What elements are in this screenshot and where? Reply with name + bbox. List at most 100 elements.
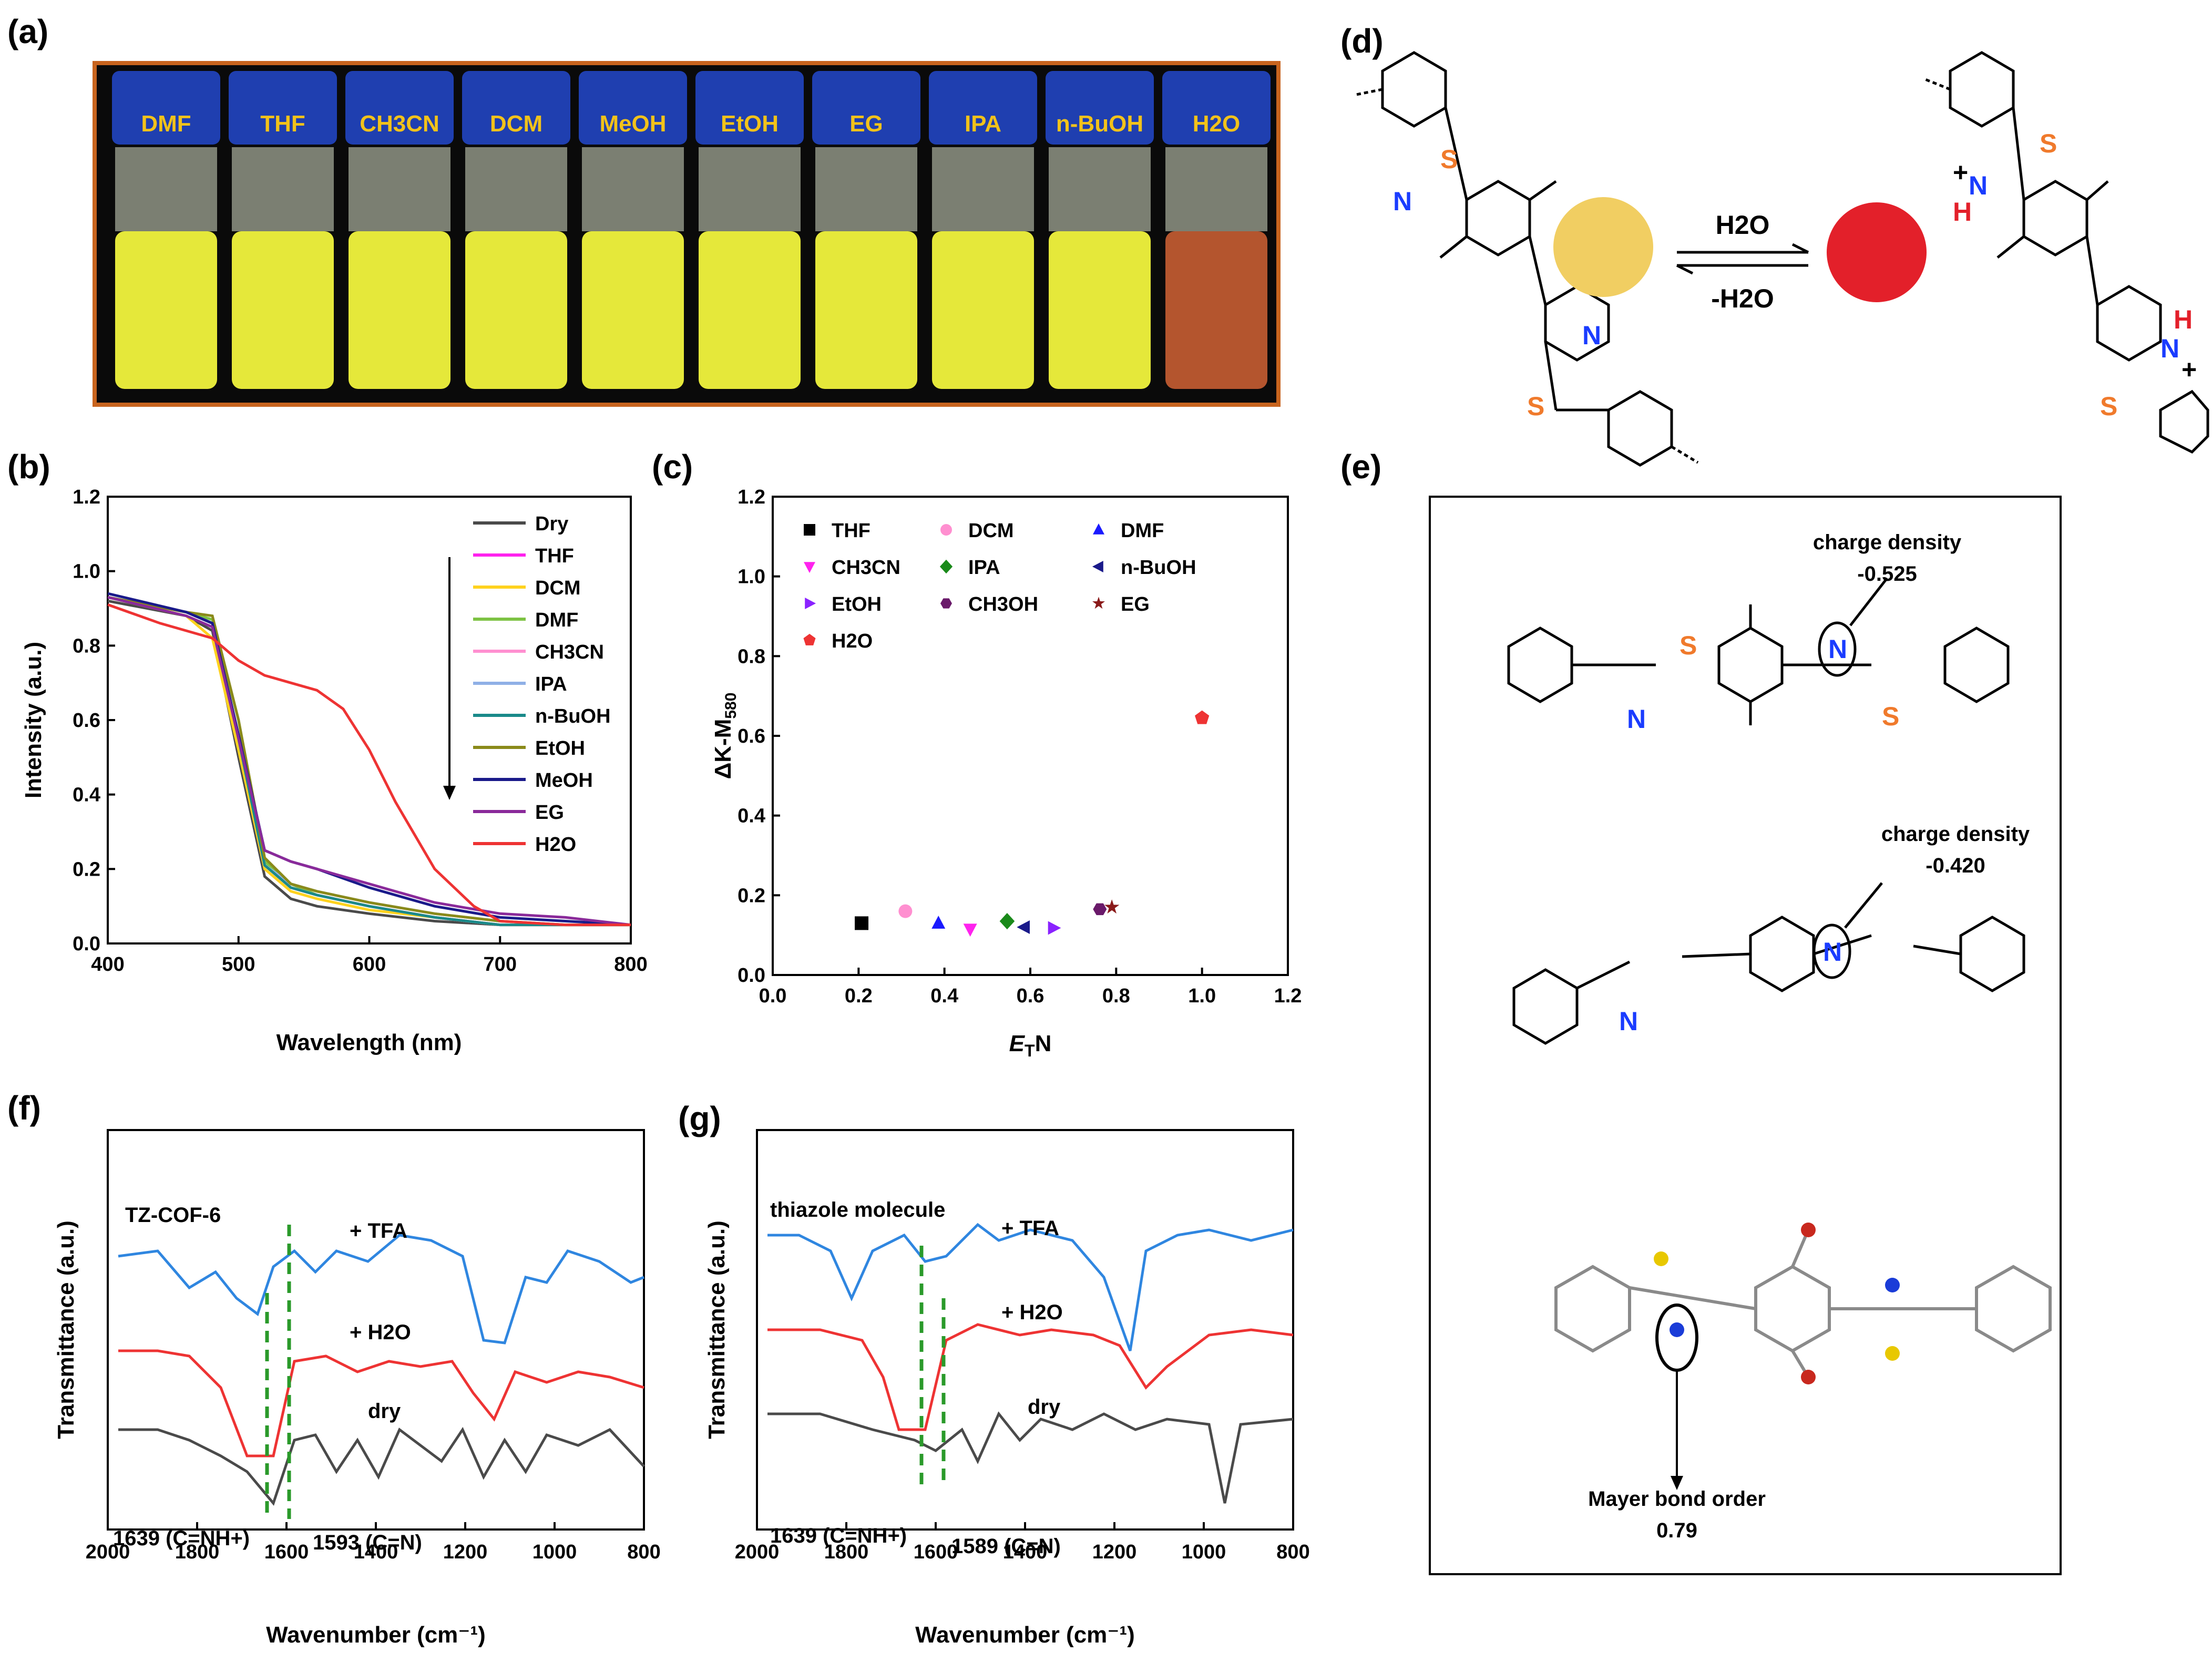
b-legend-label: DCM — [535, 577, 581, 599]
ir-xtick-label: 800 — [627, 1541, 660, 1563]
c-xtick-label: 0.2 — [845, 985, 873, 1007]
oxygen-atom-2 — [1801, 1370, 1816, 1384]
vial-liquid — [815, 231, 917, 389]
f-dry-line — [118, 1426, 645, 1506]
b-legend-label: Dry — [535, 513, 568, 535]
vial-label: n-BuOH — [1056, 111, 1143, 137]
c-legend-label: DMF — [1121, 520, 1164, 542]
b-legend-label: H2O — [535, 834, 576, 856]
vial-liquid — [932, 231, 1034, 389]
ir-series-label-+ TFA: + TFA — [350, 1219, 407, 1243]
c-legend-marker — [804, 562, 815, 573]
chart-b: 400 500 600 700 800 0.0 0.2 0.4 0.6 0.8 1.0 1.2 Dry… — [21, 486, 648, 1055]
b-legend-label: CH3CN — [535, 641, 604, 663]
c-point-CH3CN — [963, 923, 977, 937]
c-legend-label: H2O — [832, 630, 873, 652]
b-ytick-label: 0.6 — [73, 710, 100, 732]
c-legend-marker — [805, 598, 816, 609]
vial-cap — [112, 71, 220, 145]
c-ylabel: ΔK-M580 — [710, 693, 740, 779]
c-point-DCM — [898, 904, 913, 918]
c-ytick-label: 0.8 — [738, 645, 765, 668]
b-xlabel: Wavelength (nm) — [276, 1030, 462, 1055]
vial-liquid — [232, 231, 334, 389]
vial-cap — [695, 71, 804, 145]
ir-inset-label: thiazole molecule — [770, 1198, 945, 1221]
ir-xtick-label: 2000 — [86, 1541, 130, 1563]
e-atom-s2: S — [1882, 702, 1899, 731]
panel-e-label: (e) — [1340, 448, 1381, 486]
c-xtick-label: 0.4 — [930, 985, 958, 1007]
vial-liquid — [465, 231, 567, 389]
vial-liquid — [115, 231, 217, 389]
vial-headspace — [349, 147, 450, 231]
c-legend-marker — [1092, 597, 1105, 609]
cd2-value: -0.420 — [1926, 854, 1985, 877]
vial-cap — [462, 71, 570, 145]
c-legend-marker — [803, 633, 816, 645]
c-point-DMF — [931, 916, 946, 929]
ir-series-label-+ H2O: + H2O — [1001, 1301, 1063, 1324]
ir-xtick-label: 1000 — [1182, 1541, 1226, 1563]
panel-e-box: S N N S N N charge density -0.525 charge… — [1429, 496, 2062, 1575]
ir-xtick-label: 1200 — [443, 1541, 488, 1563]
b-legend-label: EG — [535, 802, 564, 824]
b-xtick-label: 600 — [353, 953, 386, 976]
ir-xtick-label: 1400 — [354, 1541, 398, 1563]
b-xtick-label: 400 — [91, 953, 124, 976]
b-legend-label: EtOH — [535, 737, 585, 759]
g-ylabel: Transmittance (a.u.) — [704, 1220, 730, 1439]
c-legend-marker — [939, 559, 953, 574]
sulfur-atom-2 — [1885, 1346, 1900, 1361]
c-legend-label: IPA — [968, 557, 1000, 579]
vial-headspace — [1049, 147, 1151, 231]
c-point-THF — [855, 916, 869, 930]
vial-cap — [1046, 71, 1154, 145]
vial-label: THF — [260, 111, 305, 137]
c-legend-label: CH3CN — [832, 557, 900, 579]
vial-label: IPA — [965, 111, 1001, 137]
c-legend-marker — [804, 524, 815, 536]
g-xlabel: Wavenumber (cm⁻¹) — [915, 1622, 1135, 1648]
g-tfa-line — [767, 1223, 1294, 1351]
chart-g: 2000 1800 1600 1400 1200 1000 800 thiazole mol… — [704, 1129, 1310, 1648]
atom-n-4: N — [2160, 334, 2179, 363]
ir-xtick-label: 1600 — [264, 1541, 309, 1563]
ir-series-label-dry: dry — [368, 1400, 401, 1423]
b-ytick-label: 0.2 — [73, 858, 100, 880]
chart-f: 2000 1800 1600 1400 1200 1000 800 TZ-COF-6 + TF… — [53, 1129, 661, 1648]
g-dry-line — [767, 1411, 1294, 1504]
yellow-pellet — [1553, 197, 1653, 297]
plus-1: + — [1953, 158, 1968, 187]
b-ytick-label: 0.4 — [73, 784, 100, 806]
oxygen-atom — [1801, 1223, 1816, 1237]
c-xtick-label: 0.6 — [1017, 985, 1044, 1007]
vial-headspace — [815, 147, 917, 231]
chart-c: 0.0 0.2 0.4 0.6 0.8 1.0 1.2 0.0 0.2 0.4 0.6 0.8 1.0 1… — [710, 486, 1302, 1060]
c-xtick-label: 1.0 — [1188, 985, 1216, 1007]
mayer-arrow — [1671, 1476, 1683, 1490]
b-legend-label: THF — [535, 545, 574, 567]
3d-model — [1554, 1229, 2052, 1378]
c-legend-marker — [1093, 523, 1104, 535]
b-ytick-label: 0.8 — [73, 635, 100, 657]
b-xtick-label: 500 — [222, 953, 255, 976]
c-xtick-label: 0.8 — [1102, 985, 1130, 1007]
c-ytick-label: 1.0 — [738, 566, 765, 588]
vial-cap — [929, 71, 1037, 145]
vial-headspace — [582, 147, 684, 231]
atom-n-2: N — [1582, 321, 1601, 350]
ir-series-label-dry: dry — [1028, 1395, 1061, 1419]
c-point-H2O — [1195, 710, 1210, 724]
b-ytick-label: 1.0 — [73, 561, 100, 583]
c-legend-label: DCM — [968, 520, 1014, 542]
c-point-IPA — [999, 913, 1015, 930]
c-legend-label: EtOH — [832, 593, 882, 615]
vial-label: DCM — [490, 111, 542, 137]
vial-headspace — [699, 147, 801, 231]
ir-xtick-label: 1400 — [1003, 1541, 1048, 1563]
ir-xtick-label: 1600 — [914, 1541, 958, 1563]
scheme-d — [1356, 51, 2209, 467]
ir-xtick-label: 1800 — [824, 1541, 869, 1563]
vial-label: EG — [849, 111, 883, 137]
